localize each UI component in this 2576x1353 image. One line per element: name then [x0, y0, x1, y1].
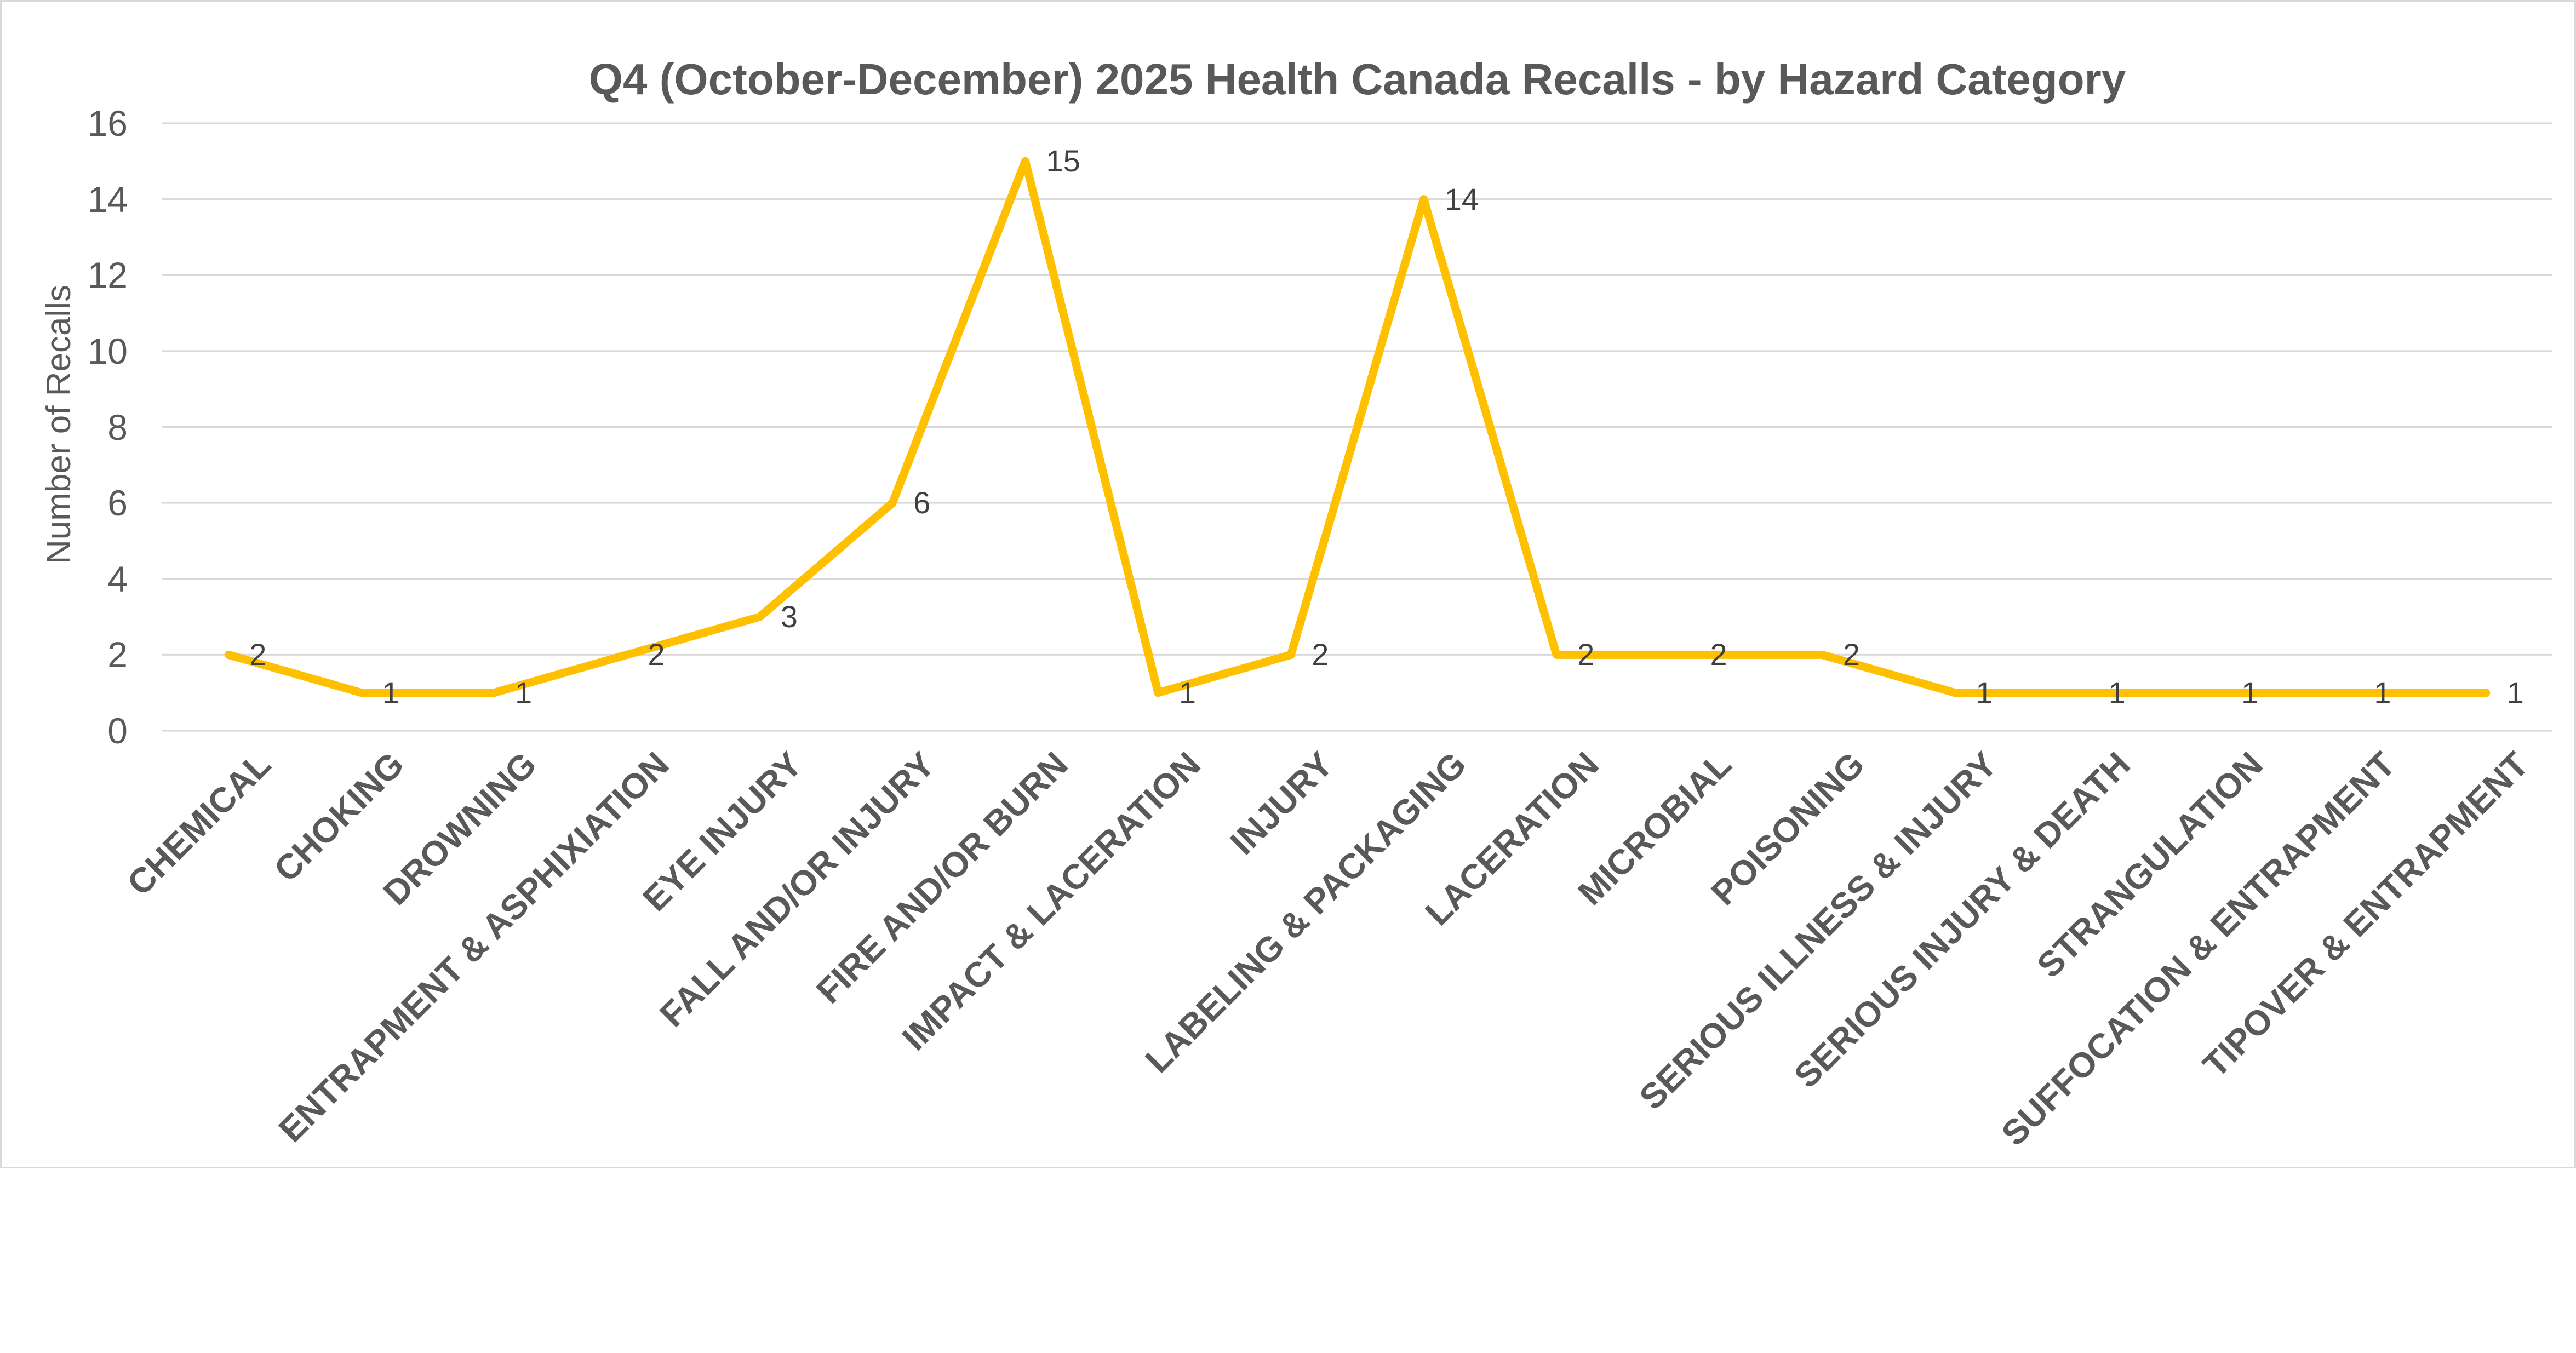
- data-label: 1: [2374, 675, 2391, 710]
- data-label: 15: [1046, 144, 1080, 179]
- data-label: 1: [382, 675, 399, 710]
- data-label: 1: [2108, 675, 2126, 710]
- y-tick-label: 12: [87, 255, 128, 296]
- data-label: 3: [780, 599, 798, 634]
- data-label: 14: [1444, 181, 1479, 216]
- series-line-recalls: [224, 157, 2491, 697]
- y-tick-label: 14: [87, 179, 128, 220]
- data-label: 1: [2241, 675, 2259, 710]
- data-label: 2: [1710, 637, 1727, 672]
- data-label: 2: [1842, 637, 1861, 672]
- gridlines: [162, 122, 2552, 732]
- y-tick-label: 16: [87, 103, 128, 144]
- data-label: 6: [913, 485, 931, 520]
- y-tick-label: 4: [107, 558, 128, 599]
- data-label: 2: [1312, 637, 1329, 672]
- y-tick-label: 2: [107, 634, 128, 675]
- data-label: 2: [1577, 637, 1595, 672]
- y-tick-label: 6: [107, 483, 128, 524]
- data-label: 1: [1178, 675, 1197, 710]
- y-tick-label: 10: [87, 330, 128, 371]
- data-label: 2: [249, 637, 267, 672]
- data-label: 1: [1976, 675, 1993, 710]
- data-label: 1: [514, 675, 533, 710]
- plot-area: [162, 122, 2552, 732]
- y-tick-label: 8: [107, 406, 128, 448]
- chart-title: Q4 (October-December) 2025 Health Canada…: [588, 55, 2126, 104]
- y-tick-label: 0: [107, 710, 128, 751]
- chart-area: Q4 (October-December) 2025 Health Canada…: [0, 0, 2576, 1168]
- data-label: 1: [2506, 675, 2524, 710]
- data-label: 2: [648, 637, 665, 672]
